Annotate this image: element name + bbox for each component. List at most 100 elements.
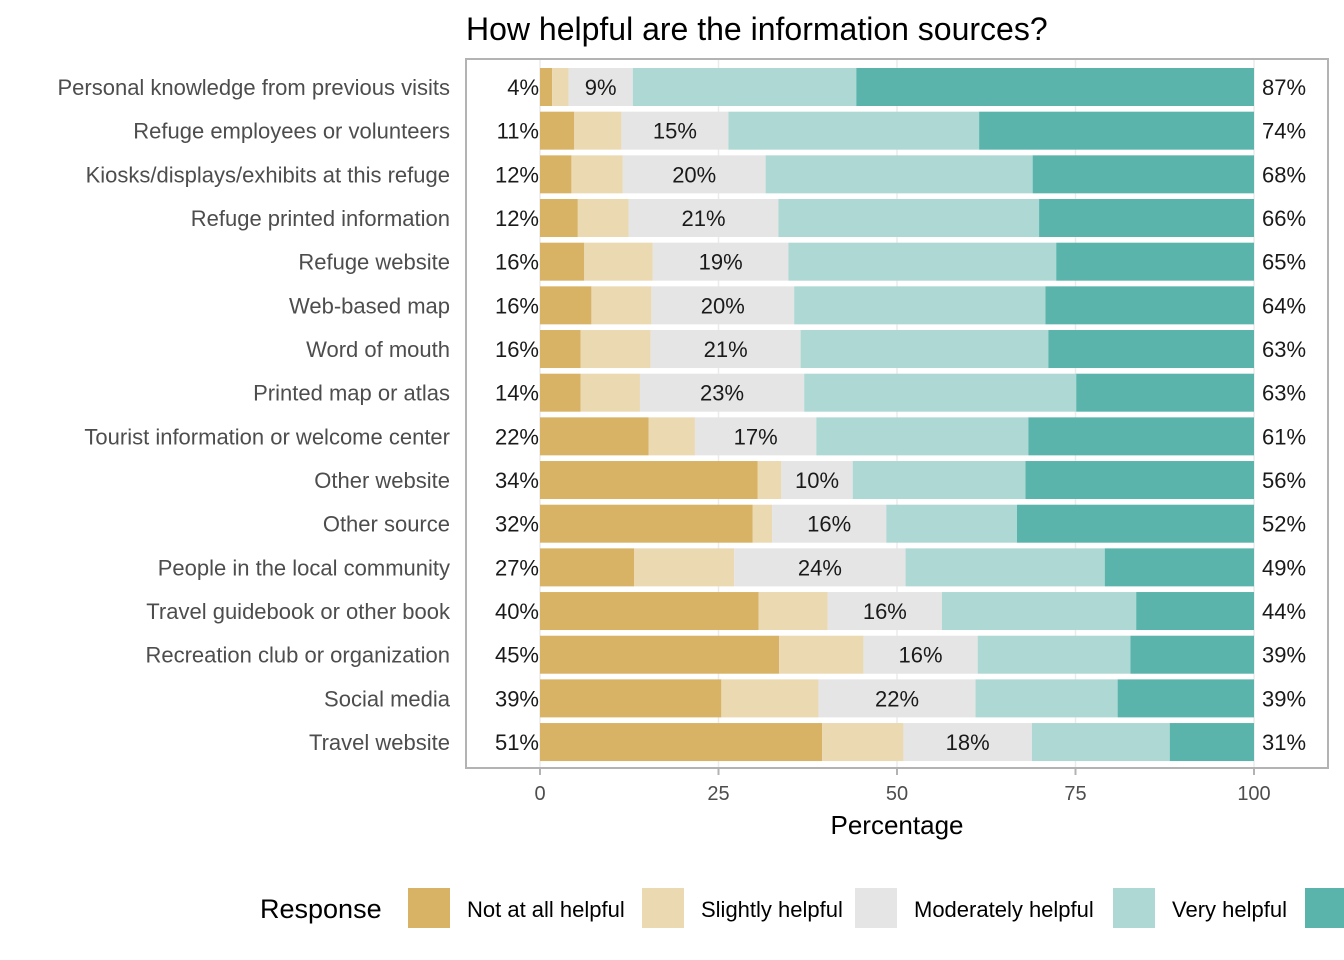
bar-segment (540, 592, 759, 631)
bar-segment (540, 635, 780, 674)
category-label: Personal knowledge from previous visits (57, 75, 450, 100)
bar-segment (571, 155, 623, 194)
left-percent-label: 40% (495, 599, 539, 624)
left-percent-label: 34% (495, 468, 539, 493)
bar-segment (794, 286, 1046, 325)
bar-segment (1039, 199, 1254, 238)
center-percent-label: 20% (701, 293, 745, 318)
right-percent-label: 65% (1262, 250, 1306, 275)
bar-segment (757, 461, 782, 500)
bar-segment (651, 286, 795, 325)
left-percent-label: 22% (495, 424, 539, 449)
bar-segment (1048, 330, 1254, 369)
bar-segment (941, 592, 1137, 631)
bar-segment (752, 504, 773, 543)
category-label: Recreation club or organization (145, 643, 450, 668)
right-percent-label: 31% (1262, 730, 1306, 755)
bar-segment (734, 548, 906, 587)
bar-segment (788, 242, 1057, 281)
center-percent-label: 19% (699, 250, 743, 275)
bar-segment (856, 68, 1254, 106)
bar-segment (1031, 723, 1170, 762)
bar-segment (632, 68, 857, 106)
category-label: Refuge printed information (191, 206, 450, 231)
center-percent-label: 16% (899, 643, 943, 668)
bar-segment (621, 111, 729, 150)
left-percent-label: 11% (497, 119, 539, 144)
left-percent-label: 39% (495, 686, 539, 711)
legend-swatch (1113, 888, 1155, 928)
bar-segment (540, 111, 575, 150)
bar-segment (778, 199, 1040, 238)
bar-segment (648, 417, 695, 456)
x-axis-title: Percentage (831, 810, 964, 840)
category-label: Tourist information or welcome center (84, 424, 450, 449)
bar-segment (1130, 635, 1254, 674)
center-percent-label: 9% (585, 75, 617, 100)
center-percent-label: 20% (672, 162, 716, 187)
bar-group (540, 68, 1254, 762)
bar-segment (728, 111, 980, 150)
bar-segment (540, 548, 635, 587)
right-percent-label: 74% (1262, 119, 1306, 144)
category-label: Word of mouth (306, 337, 450, 362)
x-tick-label: 25 (707, 783, 729, 805)
legend-swatch (408, 888, 450, 928)
right-percent-label: 64% (1262, 293, 1306, 318)
left-percent-label: 27% (495, 555, 539, 580)
bar-segment (540, 461, 758, 500)
bar-segment (580, 373, 640, 412)
bar-segment (634, 548, 735, 587)
left-percent-label: 4% (507, 75, 539, 100)
legend-label: Very helpful (1172, 897, 1287, 922)
category-label: Printed map or atlas (253, 381, 450, 406)
bar-segment (1104, 548, 1254, 587)
bar-segment (779, 635, 864, 674)
right-percent-label: 63% (1262, 381, 1306, 406)
center-percent-label: 16% (807, 512, 851, 537)
bar-segment (886, 504, 1017, 543)
bar-segment (652, 242, 789, 281)
right-percent-label: 68% (1262, 162, 1306, 187)
center-percent-label: 24% (798, 555, 842, 580)
category-label: Social media (324, 686, 451, 711)
bar-segment (975, 679, 1118, 718)
bar-segment (540, 242, 585, 281)
bar-segment (540, 199, 578, 238)
bar-segment (758, 592, 828, 631)
bar-segment (772, 504, 887, 543)
bar-segment (650, 330, 801, 369)
category-label: Kiosks/displays/exhibits at this refuge (86, 162, 450, 187)
legend-swatch (1305, 888, 1344, 928)
left-percent-label: 12% (495, 162, 539, 187)
bar-segment (1028, 417, 1254, 456)
bar-segment (822, 723, 904, 762)
bar-segment (568, 68, 633, 106)
category-label: Other website (314, 468, 450, 493)
bar-segment (622, 155, 766, 194)
legend-swatch (855, 888, 897, 928)
bar-segment (1076, 373, 1254, 412)
x-tick-label: 0 (534, 783, 545, 805)
legend-title: Response (260, 894, 382, 924)
bar-segment (1136, 592, 1254, 631)
bar-segment (540, 373, 581, 412)
left-percent-label: 51% (495, 730, 539, 755)
bar-segment (1045, 286, 1254, 325)
bar-segment (863, 635, 978, 674)
bar-segment (540, 723, 823, 762)
bar-segment (905, 548, 1105, 587)
legend-label: Moderately helpful (914, 897, 1094, 922)
center-percent-label: 15% (653, 119, 697, 144)
legend-swatch (642, 888, 684, 928)
bar-segment (540, 504, 753, 543)
bar-segment (827, 592, 942, 631)
label-group: Personal knowledge from previous visits 4… (57, 75, 1306, 755)
category-label: Web-based map (289, 293, 450, 318)
left-percent-label: 14% (495, 381, 539, 406)
right-percent-label: 87% (1262, 75, 1306, 100)
bar-segment (591, 286, 652, 325)
x-tick-label: 50 (886, 783, 908, 805)
right-percent-label: 66% (1262, 206, 1306, 231)
